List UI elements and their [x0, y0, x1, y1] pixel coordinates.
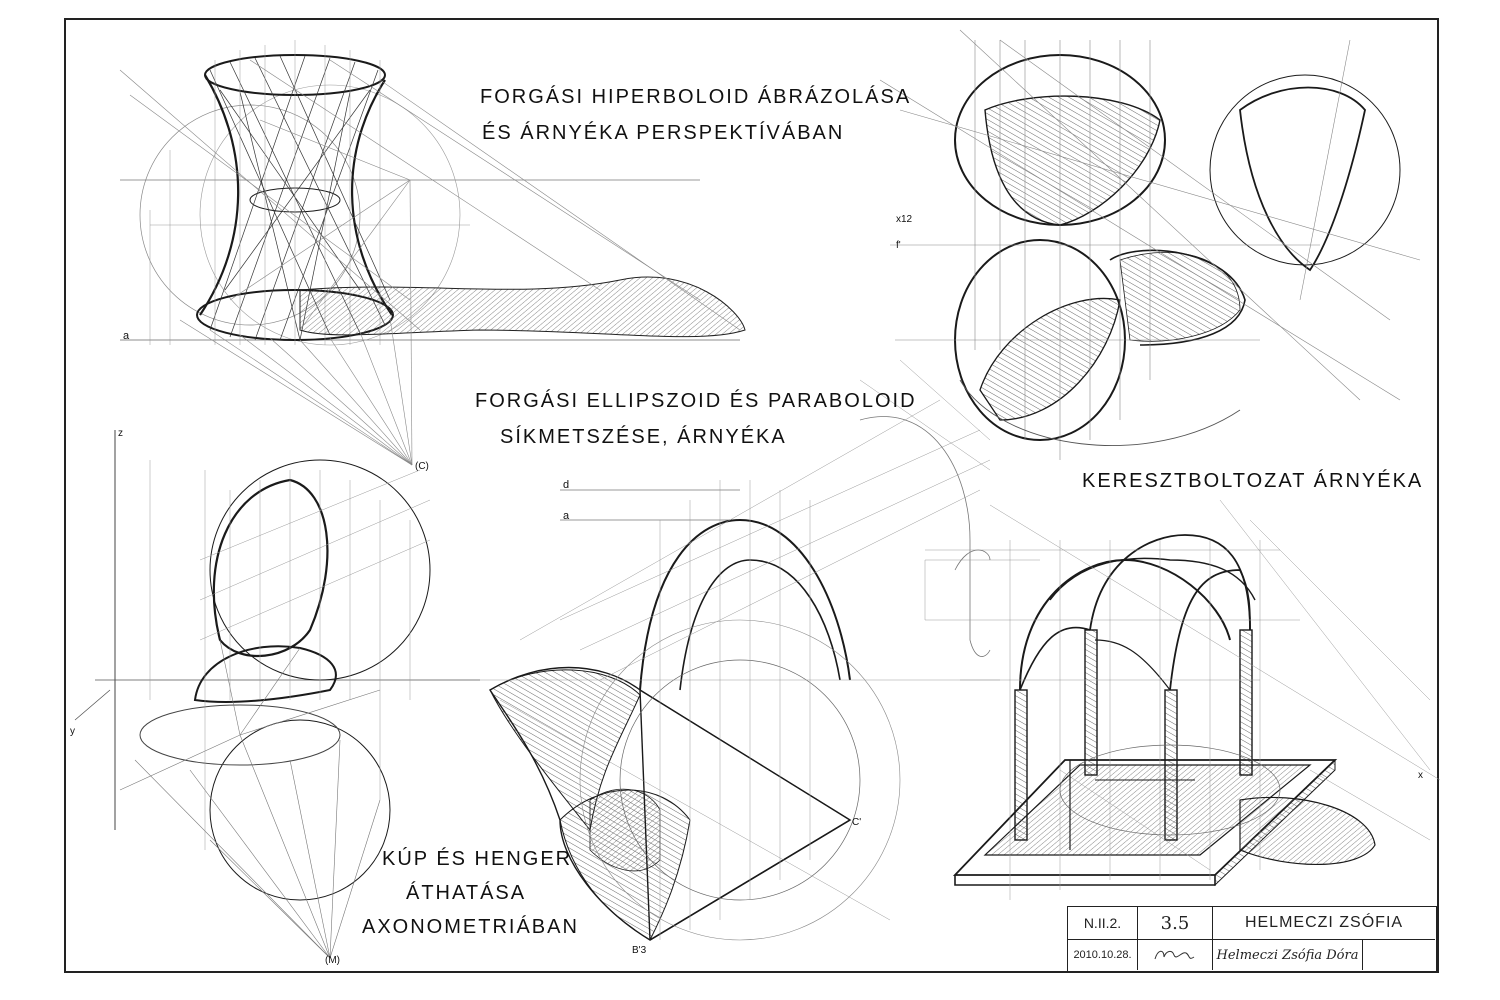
vault-column-back-left	[1084, 629, 1098, 776]
label-z-axis: z	[118, 428, 123, 439]
paraboloid-arch-inner	[679, 559, 841, 691]
light-rays	[119, 59, 741, 466]
construction-circle	[139, 104, 361, 326]
label-a-top: a	[123, 330, 130, 342]
label-point-C-prime: C'	[852, 817, 862, 828]
paraboloid-shadow	[1119, 252, 1241, 342]
label-point-C: (C)	[415, 461, 429, 472]
vault-column-front-right	[1164, 689, 1178, 841]
intersection-curve-upper	[212, 478, 329, 658]
vault-figure	[924, 499, 1441, 900]
initials-signature-mark	[1154, 950, 1195, 960]
cylinder-figure	[480, 359, 1000, 941]
paraboloid-arch-outer	[639, 518, 851, 691]
label-point-B3: B'3	[632, 945, 647, 956]
title-block-grade: 3.5	[1138, 907, 1213, 940]
cone-title-line2: ÁTHATÁSA	[406, 882, 527, 904]
cone-figure	[74, 430, 480, 959]
vault-column-front-left	[1014, 689, 1028, 841]
auxiliary-circle	[1209, 74, 1401, 266]
label-a: a	[563, 510, 570, 522]
cone-title-line3: AXONOMETRIÁBAN	[362, 916, 579, 938]
vault-title: KERESZTBOLTOZAT ÁRNYÉKA	[1082, 470, 1424, 492]
hyperboloid-title-line1: FORGÁSI HIPERBOLOID ÁBRÁZOLÁSA	[480, 86, 912, 108]
sheet-border	[64, 18, 1439, 973]
cone-title-line1: KÚP ÉS HENGER	[382, 848, 573, 870]
label-y-axis: y	[70, 726, 75, 737]
title-block: N.II.2. 3.5 HELMECZI ZSÓFIA 2010.10.28. …	[1067, 906, 1437, 972]
vault-arch-front	[1019, 558, 1231, 691]
hyperboloid-left-contour	[199, 74, 240, 316]
ellipsoid-title-line1: FORGÁSI ELLIPSZOID ÉS PARABOLOID	[475, 390, 917, 412]
intersection-curve-lower	[193, 645, 337, 703]
hyperboloid-title-line2: ÉS ÁRNYÉKA PERSPEKTÍVÁBAN	[482, 122, 845, 144]
vault-shadow	[1239, 796, 1376, 866]
ellipsoid-figure	[879, 29, 1421, 460]
title-block-name: HELMECZI ZSÓFIA	[1213, 907, 1435, 940]
cone-generators	[119, 639, 381, 959]
title-block-initials	[1138, 940, 1213, 970]
label-point-M: (M)	[325, 955, 340, 966]
vault-column-back-right	[1239, 629, 1253, 776]
hyperboloid-right-contour	[350, 79, 393, 316]
hyperboloid-figure	[119, 40, 746, 466]
label-x12: x12	[896, 214, 913, 225]
label-d: d	[563, 479, 570, 491]
ellipsoid-title-line2: SÍKMETSZÉSE, ÁRNYÉKA	[500, 426, 787, 448]
title-block-empty-cell	[1363, 940, 1435, 970]
ellipsoid-front-section	[979, 297, 1121, 421]
title-block-signature: Helmeczi Zsófia Dóra	[1213, 940, 1363, 970]
label-f1: f'	[896, 240, 901, 251]
title-block-code: N.II.2.	[1068, 907, 1138, 940]
title-block-date: 2010.10.28.	[1068, 940, 1138, 970]
cylinder-shadow-left	[489, 669, 641, 832]
label-x-axis: x	[1418, 770, 1423, 781]
